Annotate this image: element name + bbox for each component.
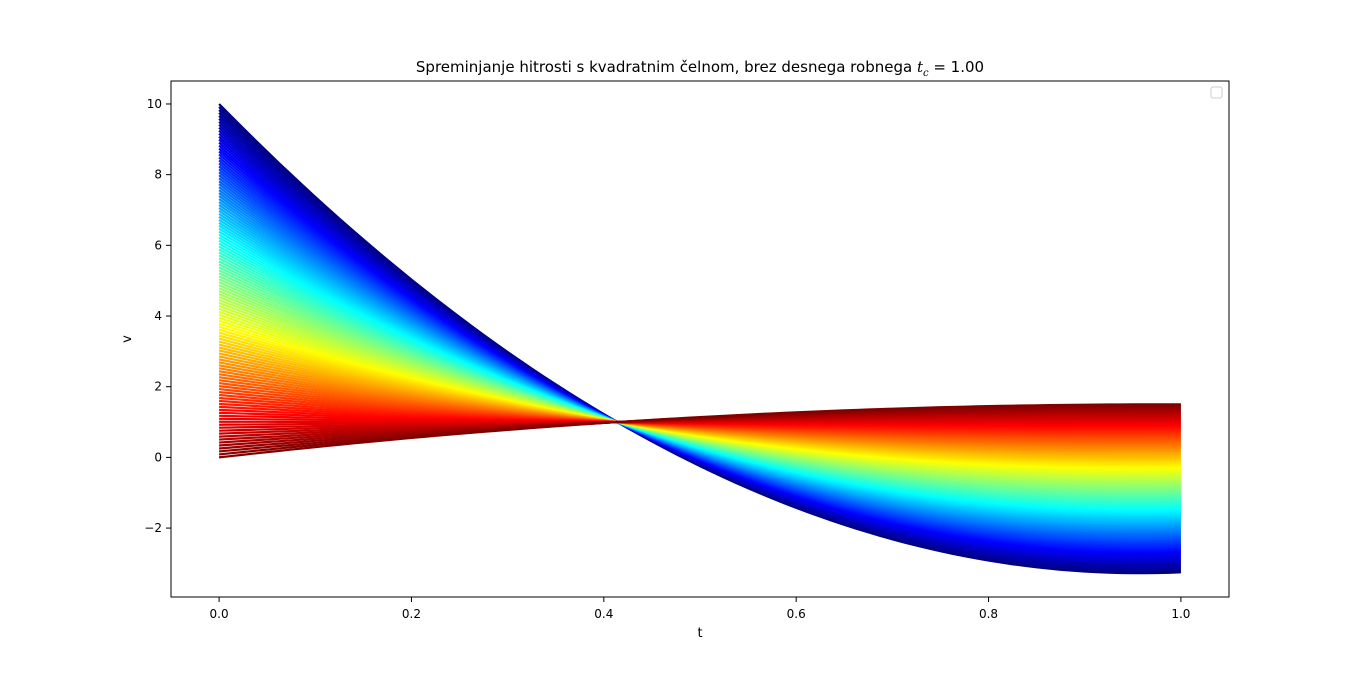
x-tick-label: 0.6	[787, 607, 806, 621]
y-tick-label: 6	[154, 238, 162, 252]
series-curve	[218, 403, 1181, 459]
x-ticks: 0.0 0.2 0.4 0.6 0.8 1.0	[210, 597, 1190, 621]
x-tick-label: 1.0	[1171, 607, 1190, 621]
y-tick-label: 2	[154, 380, 162, 394]
x-tick-label: 0.2	[402, 607, 421, 621]
y-tick-label: 0	[154, 450, 162, 464]
x-tick-label: 0.4	[594, 607, 613, 621]
y-tick-label: 10	[147, 97, 162, 111]
y-ticks: −2 0 2 4 6 8 10	[144, 97, 171, 535]
axes-frame	[170, 80, 1230, 598]
chart-title: Spreminjanje hitrosti s kvadratnim čelno…	[416, 58, 984, 79]
x-axis-label: t	[697, 626, 702, 641]
y-tick-label: 8	[154, 168, 162, 182]
curve-family	[218, 103, 1181, 575]
x-tick-label: 0.8	[979, 607, 998, 621]
y-tick-label: 4	[154, 309, 162, 323]
legend-box	[1210, 86, 1223, 99]
x-tick-label: 0.0	[210, 607, 229, 621]
y-axis-label: v	[120, 335, 135, 343]
y-tick-label: −2	[144, 521, 162, 535]
